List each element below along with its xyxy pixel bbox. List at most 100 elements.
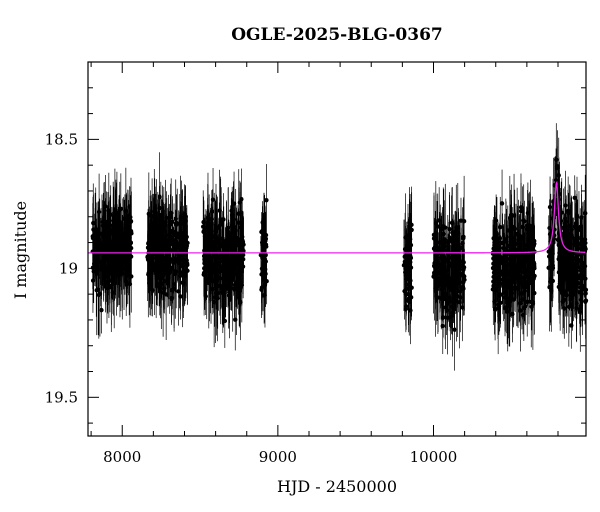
data-point-1725 [567,259,572,264]
data-point-555 [184,234,189,240]
y-tick-label: 19.5 [45,388,78,406]
data-point-515 [159,239,164,244]
data-point-1439 [503,305,508,311]
data-point-1697 [551,236,556,241]
data-point-1715 [558,270,563,276]
data-point-1450 [531,266,537,271]
data-point-928 [409,285,414,290]
data-point-1714 [565,208,571,214]
y-axis-label: I magnitude [11,201,30,299]
data-point-1435 [498,292,503,297]
data-point-1144 [439,271,444,276]
data-point-724 [210,209,215,214]
data-point-520 [177,235,182,241]
data-point-1671 [578,303,584,309]
data-point-1384 [504,309,510,314]
data-point-1457 [532,241,537,246]
data-point-261 [102,247,107,252]
data-point-1438 [496,273,501,278]
data-point-844 [203,238,209,244]
data-point-1547 [549,288,554,293]
data-point-1661 [569,227,574,232]
data-point-136 [96,292,102,298]
data-point-827 [233,227,238,233]
data-point-552 [185,268,190,273]
data-point-941 [403,272,408,277]
data-point-1675 [549,241,555,247]
plot-frame [87,61,587,437]
data-point-1128 [444,308,449,313]
data-point-1444 [493,230,498,235]
data-point-1070 [445,239,450,245]
x-axis-label: HJD - 2450000 [277,477,397,496]
data-point-1433 [512,226,517,231]
data-point-945 [408,242,414,248]
data-point-1713 [560,265,566,271]
data-point-544 [155,226,161,231]
data-point-704 [233,317,238,322]
data-point-558 [166,268,171,273]
y-tick-label: 19 [59,259,78,277]
data-point-223 [129,274,134,279]
data-point-549 [147,246,152,251]
data-point-878 [264,197,269,203]
data-point-234 [124,219,129,225]
data-point-553 [148,269,153,274]
x-tick-label: 9000 [259,448,297,466]
data-point-1717 [580,287,585,292]
data-point-529 [152,220,158,225]
data-point-1131 [461,286,466,291]
data-point-843 [229,272,234,277]
data-point-1146 [450,239,455,244]
data-point-244 [125,213,131,219]
data-point-1359 [520,312,526,318]
data-point-1700 [570,292,575,298]
data-point-271 [126,246,131,251]
data-point-830 [214,273,220,279]
data-point-258 [128,228,134,234]
data-point-1116 [440,279,446,285]
data-point-1462 [494,260,499,265]
data-point-1164 [435,264,440,269]
data-point-527 [170,238,175,243]
data-point-253 [109,247,114,252]
data-point-1456 [504,263,510,268]
data-point-841 [235,261,240,266]
data-point-1676 [566,243,572,249]
data-point-269 [122,260,128,266]
data-point-1698 [555,237,561,242]
data-point-876 [264,244,269,249]
data-point-243 [119,248,124,254]
data-point-881 [258,252,264,258]
data-point-1461 [492,242,497,248]
data-point-1417 [500,281,505,287]
data-point-219 [92,237,98,242]
data-point-272 [127,241,132,247]
data-point-1147 [440,242,446,247]
data-point-845 [231,224,236,229]
data-point-926 [406,298,411,303]
data-point-1161 [451,278,457,284]
data-point-507 [158,248,163,253]
data-point-1448 [504,271,509,276]
data-point-889 [261,237,266,242]
data-point-1389 [506,296,511,302]
data-point-484 [152,209,157,214]
data-point-842 [213,226,219,232]
data-point-1432 [508,226,513,231]
data-point-832 [239,261,245,266]
data-point-1153 [455,225,460,230]
data-point-132 [124,281,129,287]
data-point-1699 [583,276,588,281]
data-point-559 [156,256,161,261]
data-point-1134 [458,271,463,277]
data-point-944 [406,252,412,257]
data-point-838 [208,242,213,247]
data-point-1424 [516,273,522,278]
data-point-556 [177,273,183,279]
data-point-839 [212,242,218,247]
data-point-810 [220,254,226,260]
data-point-1460 [497,244,502,250]
data-point-660 [222,318,228,324]
data-point-1205 [499,201,505,206]
